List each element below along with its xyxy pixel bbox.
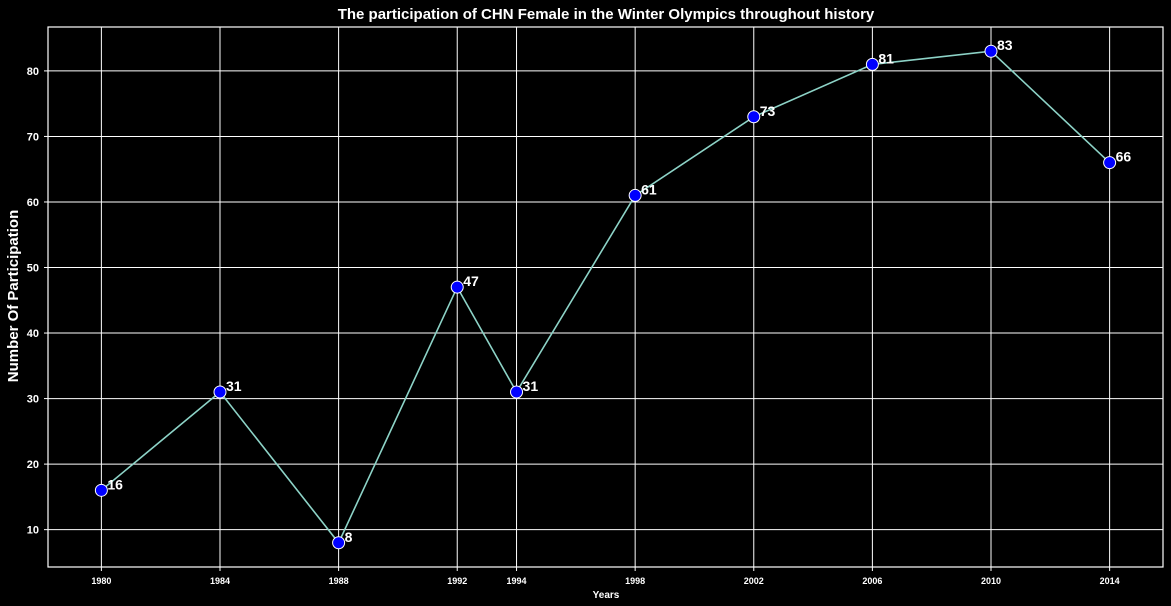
x-tick-label: 2002: [744, 576, 764, 586]
data-label: 31: [226, 378, 242, 394]
data-point: [332, 536, 346, 550]
data-label: 31: [523, 378, 539, 394]
series-line: [100, 50, 1111, 545]
x-tick-label: 1994: [507, 576, 527, 586]
x-tick-label: 1992: [447, 576, 467, 586]
data-point: [865, 57, 879, 71]
data-point: [450, 280, 464, 294]
x-tick-labels: 1980 1984 1988 1992 1994 1998 2002 2006 2010 2014: [91, 576, 1119, 586]
data-point: [1103, 156, 1117, 170]
data-point: [94, 483, 108, 497]
y-tick-label: 10: [27, 525, 39, 537]
x-tick-label: 1980: [91, 576, 111, 586]
data-markers: [94, 44, 1117, 550]
x-axis-label: Years: [593, 590, 620, 601]
data-label: 83: [997, 37, 1013, 53]
data-label: 73: [760, 103, 776, 119]
x-tick-label: 1998: [625, 576, 645, 586]
grid-lines: [44, 27, 1163, 571]
x-tick-label: 2014: [1100, 576, 1120, 586]
data-label: 81: [878, 50, 894, 66]
data-point: [747, 110, 761, 124]
data-label: 8: [345, 529, 353, 545]
x-tick-label: 2010: [981, 576, 1001, 586]
x-tick-label: 2006: [862, 576, 882, 586]
data-label: 61: [641, 181, 657, 197]
data-point: [213, 385, 227, 399]
chart-title: The participation of CHN Female in the W…: [338, 6, 875, 23]
y-tick-label: 50: [27, 263, 39, 275]
plot-frame: [47, 26, 1164, 568]
data-labels: 16 31 8 47 31 61 73 81 83 66: [107, 37, 1131, 545]
data-point: [628, 188, 642, 202]
y-tick-label: 40: [27, 328, 39, 340]
y-tick-label: 60: [27, 197, 39, 209]
data-point: [984, 44, 998, 58]
data-label: 47: [463, 273, 479, 289]
y-tick-label: 30: [27, 394, 39, 406]
y-tick-label: 20: [27, 459, 39, 471]
x-tick-label: 1988: [329, 576, 349, 586]
data-label: 66: [1116, 149, 1132, 165]
y-tick-labels: 10 20 30 40 50 60 70 80: [27, 66, 39, 537]
data-label: 16: [107, 476, 123, 492]
y-axis-label: Number Of Participation: [5, 210, 22, 383]
y-tick-label: 70: [27, 131, 39, 143]
data-point: [510, 385, 524, 399]
y-tick-label: 80: [27, 66, 39, 78]
x-tick-label: 1984: [210, 576, 230, 586]
